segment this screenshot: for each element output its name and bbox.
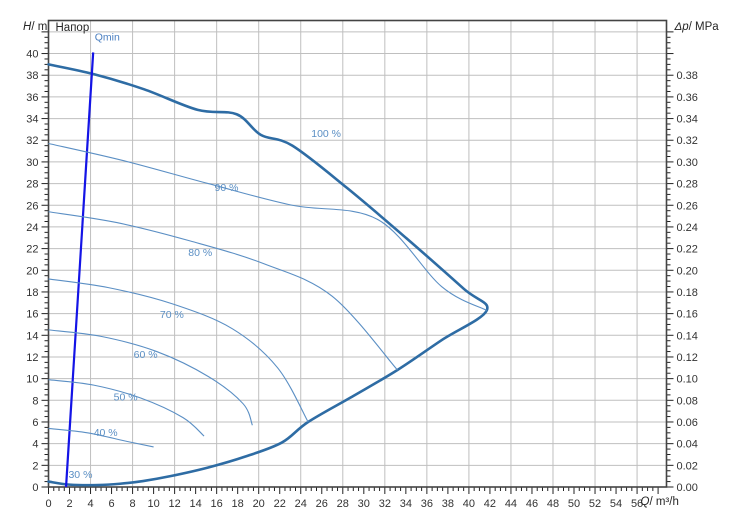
- svg-text:54: 54: [610, 498, 622, 510]
- svg-text:0.24: 0.24: [677, 222, 698, 234]
- svg-text:2: 2: [32, 460, 38, 472]
- svg-text:0.02: 0.02: [677, 460, 698, 472]
- svg-text:14: 14: [190, 498, 202, 510]
- svg-text:0.14: 0.14: [677, 330, 698, 342]
- svg-text:20: 20: [253, 498, 265, 510]
- svg-text:10: 10: [147, 498, 159, 510]
- svg-text:0: 0: [32, 482, 38, 494]
- svg-text:52: 52: [589, 498, 601, 510]
- svg-text:6: 6: [108, 498, 114, 510]
- svg-text:0.00: 0.00: [677, 482, 698, 494]
- svg-text:8: 8: [130, 498, 136, 510]
- svg-text:8: 8: [32, 395, 38, 407]
- svg-text:0.16: 0.16: [677, 309, 698, 321]
- svg-text:26: 26: [316, 498, 328, 510]
- svg-text:Δp/ MPa: Δp/ MPa: [674, 21, 720, 33]
- svg-text:4: 4: [32, 439, 38, 451]
- svg-text:60 %: 60 %: [134, 349, 158, 361]
- svg-text:10: 10: [26, 374, 38, 386]
- svg-text:4: 4: [87, 498, 93, 510]
- svg-text:40 %: 40 %: [94, 427, 118, 439]
- svg-text:Qmin: Qmin: [95, 32, 120, 44]
- svg-text:50: 50: [568, 498, 580, 510]
- svg-text:0.12: 0.12: [677, 352, 698, 364]
- svg-text:30: 30: [26, 157, 38, 169]
- svg-text:30 %: 30 %: [68, 469, 92, 481]
- svg-text:14: 14: [26, 330, 38, 342]
- svg-text:90 %: 90 %: [215, 182, 239, 194]
- svg-text:24: 24: [26, 222, 38, 234]
- svg-text:0.10: 0.10: [677, 374, 698, 386]
- svg-text:36: 36: [421, 498, 433, 510]
- svg-text:0.36: 0.36: [677, 92, 698, 104]
- svg-text:80 %: 80 %: [188, 247, 212, 259]
- svg-text:0.20: 0.20: [677, 265, 698, 277]
- svg-text:12: 12: [26, 352, 38, 364]
- svg-text:0.06: 0.06: [677, 417, 698, 429]
- svg-text:70 %: 70 %: [160, 309, 184, 321]
- svg-text:24: 24: [295, 498, 307, 510]
- svg-text:H/ m: H/ m: [23, 21, 47, 33]
- svg-text:22: 22: [26, 244, 38, 256]
- svg-text:0.22: 0.22: [677, 244, 698, 256]
- svg-text:16: 16: [211, 498, 223, 510]
- svg-text:18: 18: [232, 498, 244, 510]
- svg-text:32: 32: [26, 135, 38, 147]
- svg-text:100 %: 100 %: [311, 128, 341, 140]
- svg-text:34: 34: [400, 498, 412, 510]
- svg-text:36: 36: [26, 92, 38, 104]
- svg-text:28: 28: [337, 498, 349, 510]
- svg-text:0.34: 0.34: [677, 114, 698, 126]
- svg-text:0.28: 0.28: [677, 179, 698, 191]
- svg-text:16: 16: [26, 309, 38, 321]
- svg-text:Напор: Напор: [56, 22, 90, 34]
- svg-text:0.38: 0.38: [677, 70, 698, 82]
- svg-text:0.04: 0.04: [677, 439, 698, 451]
- svg-text:0: 0: [45, 498, 51, 510]
- svg-text:18: 18: [26, 287, 38, 299]
- svg-text:40: 40: [463, 498, 475, 510]
- svg-text:38: 38: [442, 498, 454, 510]
- svg-text:34: 34: [26, 114, 38, 126]
- svg-text:0.08: 0.08: [677, 395, 698, 407]
- svg-text:32: 32: [379, 498, 391, 510]
- svg-text:20: 20: [26, 265, 38, 277]
- svg-text:2: 2: [66, 498, 72, 510]
- svg-text:38: 38: [26, 70, 38, 82]
- svg-text:22: 22: [274, 498, 286, 510]
- svg-text:Q/ m³/h: Q/ m³/h: [641, 496, 679, 508]
- svg-text:48: 48: [547, 498, 559, 510]
- svg-text:50 %: 50 %: [114, 391, 138, 403]
- svg-text:0.32: 0.32: [677, 135, 698, 147]
- svg-text:0.18: 0.18: [677, 287, 698, 299]
- svg-text:44: 44: [505, 498, 517, 510]
- svg-text:6: 6: [32, 417, 38, 429]
- svg-text:40: 40: [26, 49, 38, 61]
- svg-text:46: 46: [526, 498, 538, 510]
- svg-text:0.26: 0.26: [677, 200, 698, 212]
- svg-text:12: 12: [168, 498, 180, 510]
- svg-text:26: 26: [26, 200, 38, 212]
- svg-text:28: 28: [26, 179, 38, 191]
- svg-text:0.30: 0.30: [677, 157, 698, 169]
- svg-text:42: 42: [484, 498, 496, 510]
- svg-text:30: 30: [358, 498, 370, 510]
